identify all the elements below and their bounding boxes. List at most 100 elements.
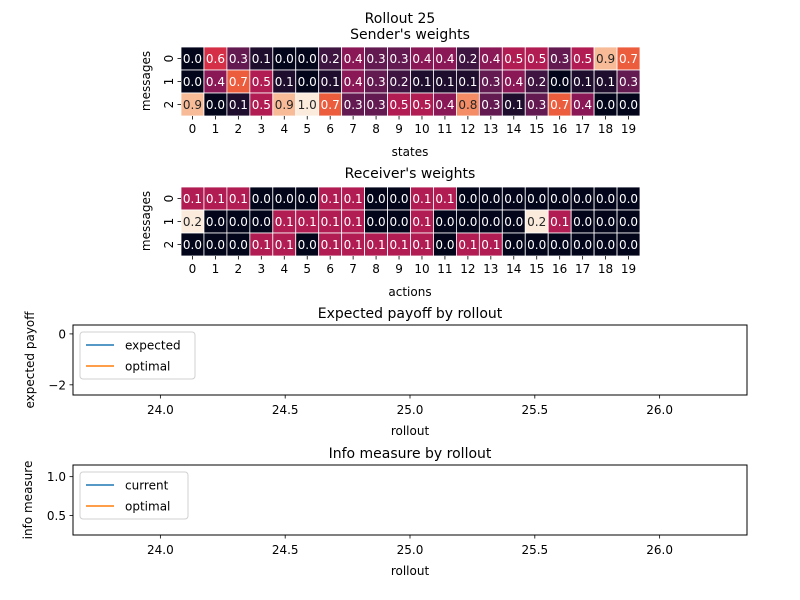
receiver-heatmap-title: Receiver's weights xyxy=(345,166,476,182)
figure-suptitle: Rollout 25 xyxy=(365,11,436,27)
heatmap-cell-label: 0.0 xyxy=(275,52,294,66)
heatmap-cell-label: 0.9 xyxy=(275,98,294,112)
heatmap-cell-label: 0.0 xyxy=(573,215,592,229)
info-measure-panel: Info measure by rollout 24.0 24.5 25.0 25.5… xyxy=(21,446,748,578)
x-tick-label: 25.5 xyxy=(521,543,548,557)
x-tick-label: 13 xyxy=(483,122,498,136)
heatmap-cell-label: 0.0 xyxy=(619,238,638,252)
heatmap-cell-label: 0.1 xyxy=(504,98,523,112)
x-tick-label: 18 xyxy=(598,262,613,276)
heatmap-cell-label: 0.0 xyxy=(550,238,569,252)
x-tick-label: 24.0 xyxy=(147,403,174,417)
x-tick-label: 5 xyxy=(303,122,311,136)
heatmap-cell-label: 0.2 xyxy=(527,215,546,229)
heatmap-cell-label: 0.1 xyxy=(435,75,454,89)
x-tick-label: 25.0 xyxy=(397,403,424,417)
heatmap-cell-label: 0.0 xyxy=(481,192,500,206)
x-tick-label: 17 xyxy=(575,262,590,276)
x-tick-label: 25.0 xyxy=(397,543,424,557)
x-tick-label: 24.0 xyxy=(147,543,174,557)
x-tick-label: 7 xyxy=(349,122,357,136)
heatmap-cell-label: 0.1 xyxy=(275,75,294,89)
y-tick-label: 1 xyxy=(162,78,176,86)
heatmap-cell-label: 0.6 xyxy=(206,52,225,66)
heatmap-cell-label: 0.1 xyxy=(573,75,592,89)
heatmap-cell-label: 0.3 xyxy=(367,98,386,112)
x-tick-label: 6 xyxy=(326,122,334,136)
x-tick-label: 18 xyxy=(598,122,613,136)
x-tick-label: 24.5 xyxy=(272,403,299,417)
heatmap-cell-label: 0.1 xyxy=(389,238,408,252)
heatmap-cell-label: 0.1 xyxy=(321,75,340,89)
heatmap-cell-label: 0.2 xyxy=(527,75,546,89)
heatmap-cell-label: 0.1 xyxy=(344,215,363,229)
x-tick-label: 11 xyxy=(437,262,452,276)
heatmap-cell-label: 0.0 xyxy=(619,192,638,206)
heatmap-cell-label: 0.0 xyxy=(596,192,615,206)
heatmap-cell-label: 0.0 xyxy=(573,238,592,252)
x-tick-label: 26.0 xyxy=(646,403,673,417)
heatmap-cell-label: 0.0 xyxy=(619,215,638,229)
heatmap-cell-label: 0.1 xyxy=(252,238,271,252)
heatmap-cell-label: 0.0 xyxy=(389,215,408,229)
heatmap-cell-label: 0.3 xyxy=(481,98,500,112)
heatmap-cell-label: 0.5 xyxy=(252,98,271,112)
x-tick-label: 3 xyxy=(258,122,266,136)
x-tick-label: 3 xyxy=(258,262,266,276)
heatmap-cell-label: 0.1 xyxy=(412,192,431,206)
receiver-heatmap-xlabel: actions xyxy=(388,285,431,299)
heatmap-cell-label: 0.0 xyxy=(298,192,317,206)
heatmap-cell-label: 0.0 xyxy=(573,192,592,206)
heatmap-cell-label: 0.0 xyxy=(596,98,615,112)
x-tick-label: 16 xyxy=(552,122,567,136)
heatmap-cell-label: 0.1 xyxy=(412,215,431,229)
heatmap-cell-label: 0.4 xyxy=(435,52,454,66)
x-tick-label: 12 xyxy=(460,122,475,136)
heatmap-cell-label: 0.3 xyxy=(367,52,386,66)
x-tick-label: 24.5 xyxy=(272,543,299,557)
heatmap-cell-label: 0.5 xyxy=(252,75,271,89)
info-measure-legend-box xyxy=(79,471,189,520)
heatmap-cell-label: 0.0 xyxy=(619,98,638,112)
heatmap-cell-label: 0.1 xyxy=(458,238,477,252)
sender-heatmap-ylabel: messages xyxy=(139,51,153,111)
heatmap-cell-label: 0.0 xyxy=(229,215,248,229)
heatmap-cell-label: 0.1 xyxy=(206,192,225,206)
heatmap-cell-label: 0.5 xyxy=(504,52,523,66)
y-tick-label: 1 xyxy=(162,218,176,226)
heatmap-cell-label: 0.3 xyxy=(481,75,500,89)
heatmap-cell-label: 0.1 xyxy=(458,75,477,89)
heatmap-cell-label: 0.1 xyxy=(298,215,317,229)
x-tick-label: 19 xyxy=(621,262,636,276)
heatmap-cell-label: 0.3 xyxy=(344,98,363,112)
y-tick-label: 0 xyxy=(162,55,176,63)
y-tick-label: 0.5 xyxy=(47,509,66,523)
heatmap-cell-label: 0.1 xyxy=(550,215,569,229)
heatmap-cell-label: 0.0 xyxy=(458,215,477,229)
heatmap-cell-label: 0.2 xyxy=(458,52,477,66)
heatmap-cell-label: 0.1 xyxy=(344,192,363,206)
heatmap-cell-label: 0.0 xyxy=(298,75,317,89)
heatmap-cell-label: 0.5 xyxy=(412,98,431,112)
heatmap-cell-label: 0.1 xyxy=(321,192,340,206)
expected-payoff-legend-label-expected: expected xyxy=(125,339,181,353)
expected-payoff-xlabel: rollout xyxy=(391,424,430,438)
heatmap-cell-label: 0.0 xyxy=(298,52,317,66)
heatmap-cell-label: 0.1 xyxy=(321,215,340,229)
heatmap-cell-label: 0.5 xyxy=(527,52,546,66)
x-tick-label: 8 xyxy=(372,262,380,276)
heatmap-cell-label: 0.7 xyxy=(550,98,569,112)
sender-heatmap-panel: Sender's weights 0.0 0.6 0.3 0.1 0.0 0.0 0.2 0.… xyxy=(139,27,641,159)
x-tick-label: 25.5 xyxy=(521,403,548,417)
x-tick-label: 7 xyxy=(349,262,357,276)
sender-heatmap-xlabel: states xyxy=(392,145,429,159)
heatmap-cell-label: 0.1 xyxy=(435,192,454,206)
heatmap-cell-label: 0.9 xyxy=(183,98,202,112)
heatmap-cell-label: 0.0 xyxy=(527,238,546,252)
heatmap-cell-label: 0.0 xyxy=(527,192,546,206)
x-tick-label: 15 xyxy=(529,262,544,276)
heatmap-cell-label: 0.2 xyxy=(321,52,340,66)
x-tick-label: 10 xyxy=(414,122,429,136)
receiver-heatmap-panel: Receiver's weights 0.1 0.1 0.1 0.0 0.0 0.0 0.1… xyxy=(139,166,641,299)
